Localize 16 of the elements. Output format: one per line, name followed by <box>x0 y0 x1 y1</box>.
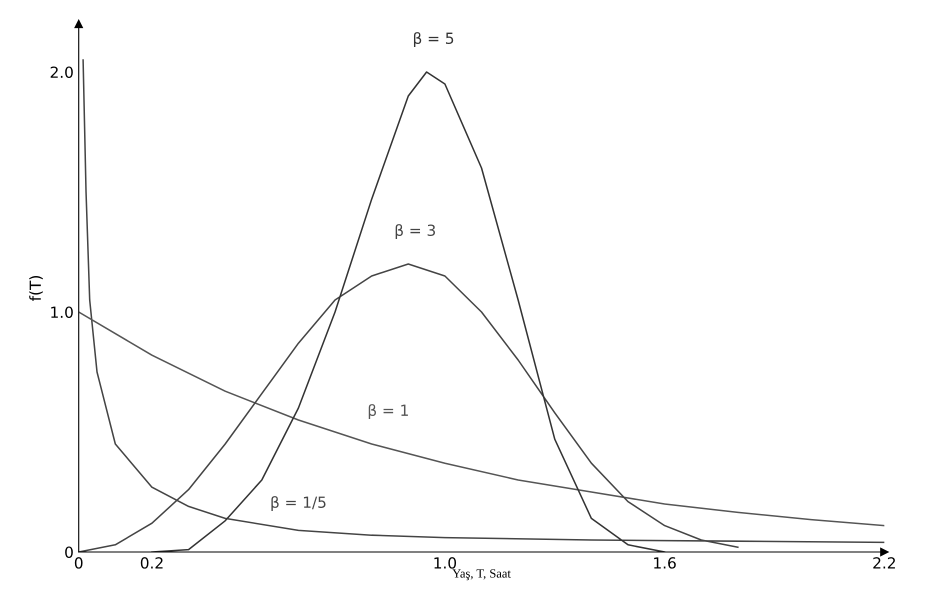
y-axis-title: f(T) <box>29 276 43 301</box>
y-tick-label: 0 <box>65 546 73 558</box>
y-tick-label: 1.0 <box>51 306 73 318</box>
line-series <box>151 71 666 552</box>
y-tick-label: 2.0 <box>50 66 73 78</box>
line-series <box>78 311 884 526</box>
x-tick-label: 1.6 <box>654 557 676 569</box>
x-tick-label: 0 <box>74 557 83 569</box>
x-tick-label: 0.2 <box>140 557 163 569</box>
x-tick-label: 1.0 <box>434 557 456 569</box>
series-label: β = 1/5 <box>271 496 326 511</box>
x-axis-title: Yaş, T, Saat <box>452 569 511 580</box>
series-label: β = 1 <box>368 404 408 419</box>
x-tick-label: 2.2 <box>873 557 895 568</box>
series-label: β = 3 <box>396 224 435 239</box>
series-label: β = 5 <box>414 32 454 47</box>
